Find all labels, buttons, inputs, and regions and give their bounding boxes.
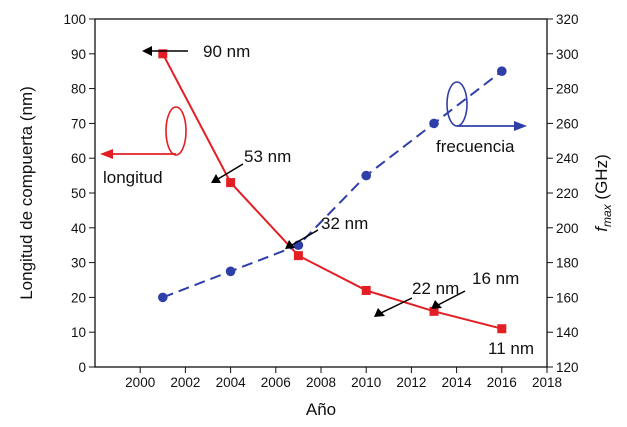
x-tick-label: 2006 [261,375,291,390]
x-tick-label: 2012 [396,375,426,390]
frecuencia-pointer-arrowhead [514,121,527,131]
plot-frame [94,18,548,368]
annotation-22nm: 22 nm [412,279,459,298]
annotation-16nm: 16 nm [472,269,519,288]
y-left-tick-label: 0 [78,360,86,375]
y-right-tick-label: 180 [556,256,579,271]
axis-ticks: 2000 2002 2004 2006 2008 2010 2012 2014 2016 2018… [63,12,578,390]
data-point-frecuencia [361,170,372,181]
y-left-tick-label: 100 [63,12,86,27]
y-left-tick-label: 80 [71,82,86,97]
data-point-frecuencia [225,266,236,277]
data-point-frecuencia [158,292,168,303]
y-left-tick-label: 60 [71,151,86,166]
legend-label-longitud: longitud [103,168,163,187]
y-right-tick-label: 200 [556,221,579,236]
y-right-tick-label: 120 [556,360,579,375]
y-right-tick-label: 320 [556,12,579,27]
legend-longitud [100,106,187,159]
x-tick-label: 2014 [442,375,473,390]
annotation-53nm: 53 nm [244,147,291,166]
data-point-frecuencia [429,118,439,129]
y-right-title-main: f [592,225,611,232]
y-right-title-sub: max [600,203,614,227]
y-right-axis-title: fmax (GHz) [592,154,614,231]
y-right-tick-label: 140 [556,325,579,340]
y-right-tick-label: 240 [556,151,579,166]
x-tick-label: 2004 [216,375,247,390]
y-right-tick-label: 260 [556,116,579,131]
x-tick-label: 2016 [487,375,517,390]
data-point-longitud [429,306,439,316]
data-point-longitud [226,178,236,188]
x-tick-label: 2010 [351,375,381,390]
series-line-frecuencia [162,70,503,299]
x-tick-label: 2000 [125,375,155,390]
frecuencia-series-ellipse [446,81,468,127]
x-tick-label: 2018 [532,375,562,390]
data-point-longitud [497,324,507,334]
data-point-longitud [158,49,168,59]
x-axis-title: Año [306,400,336,419]
annotation-90nm: 90 nm [203,42,250,61]
annotation-arrowheads [142,46,442,317]
y-left-tick-label: 40 [71,221,86,236]
y-right-tick-label: 300 [556,47,579,62]
data-point-longitud [361,285,371,295]
y-left-axis-title: Longitud de compuerta (nm) [17,86,36,300]
data-point-frecuencia [497,66,507,76]
annotation-32nm: 32 nm [321,214,368,233]
y-right-tick-label: 220 [556,186,579,201]
y-left-tick-label: 10 [71,325,86,340]
x-tick-label: 2002 [170,375,200,390]
y-left-tick-label: 70 [71,116,86,131]
legend-frecuencia [446,81,527,131]
y-left-tick-label: 30 [71,256,86,271]
y-right-tick-label: 160 [556,290,579,305]
annotation-11nm: 11 nm [488,339,534,358]
x-tick-label: 2008 [306,375,336,390]
plot-marks [158,49,507,334]
y-left-tick-label: 90 [71,47,86,62]
y-left-tick-label: 20 [71,290,86,305]
y-left-tick-label: 50 [71,186,86,201]
data-point-longitud [293,251,303,261]
legend-label-frecuencia: frecuencia [436,137,515,156]
annotation-arrows [150,50,466,314]
longitud-series-ellipse [165,106,187,156]
series-line-longitud [161,53,503,330]
y-right-title-unit: (GHz) [592,154,611,204]
longitud-pointer-arrowhead [100,149,113,159]
y-right-tick-label: 280 [556,82,579,97]
